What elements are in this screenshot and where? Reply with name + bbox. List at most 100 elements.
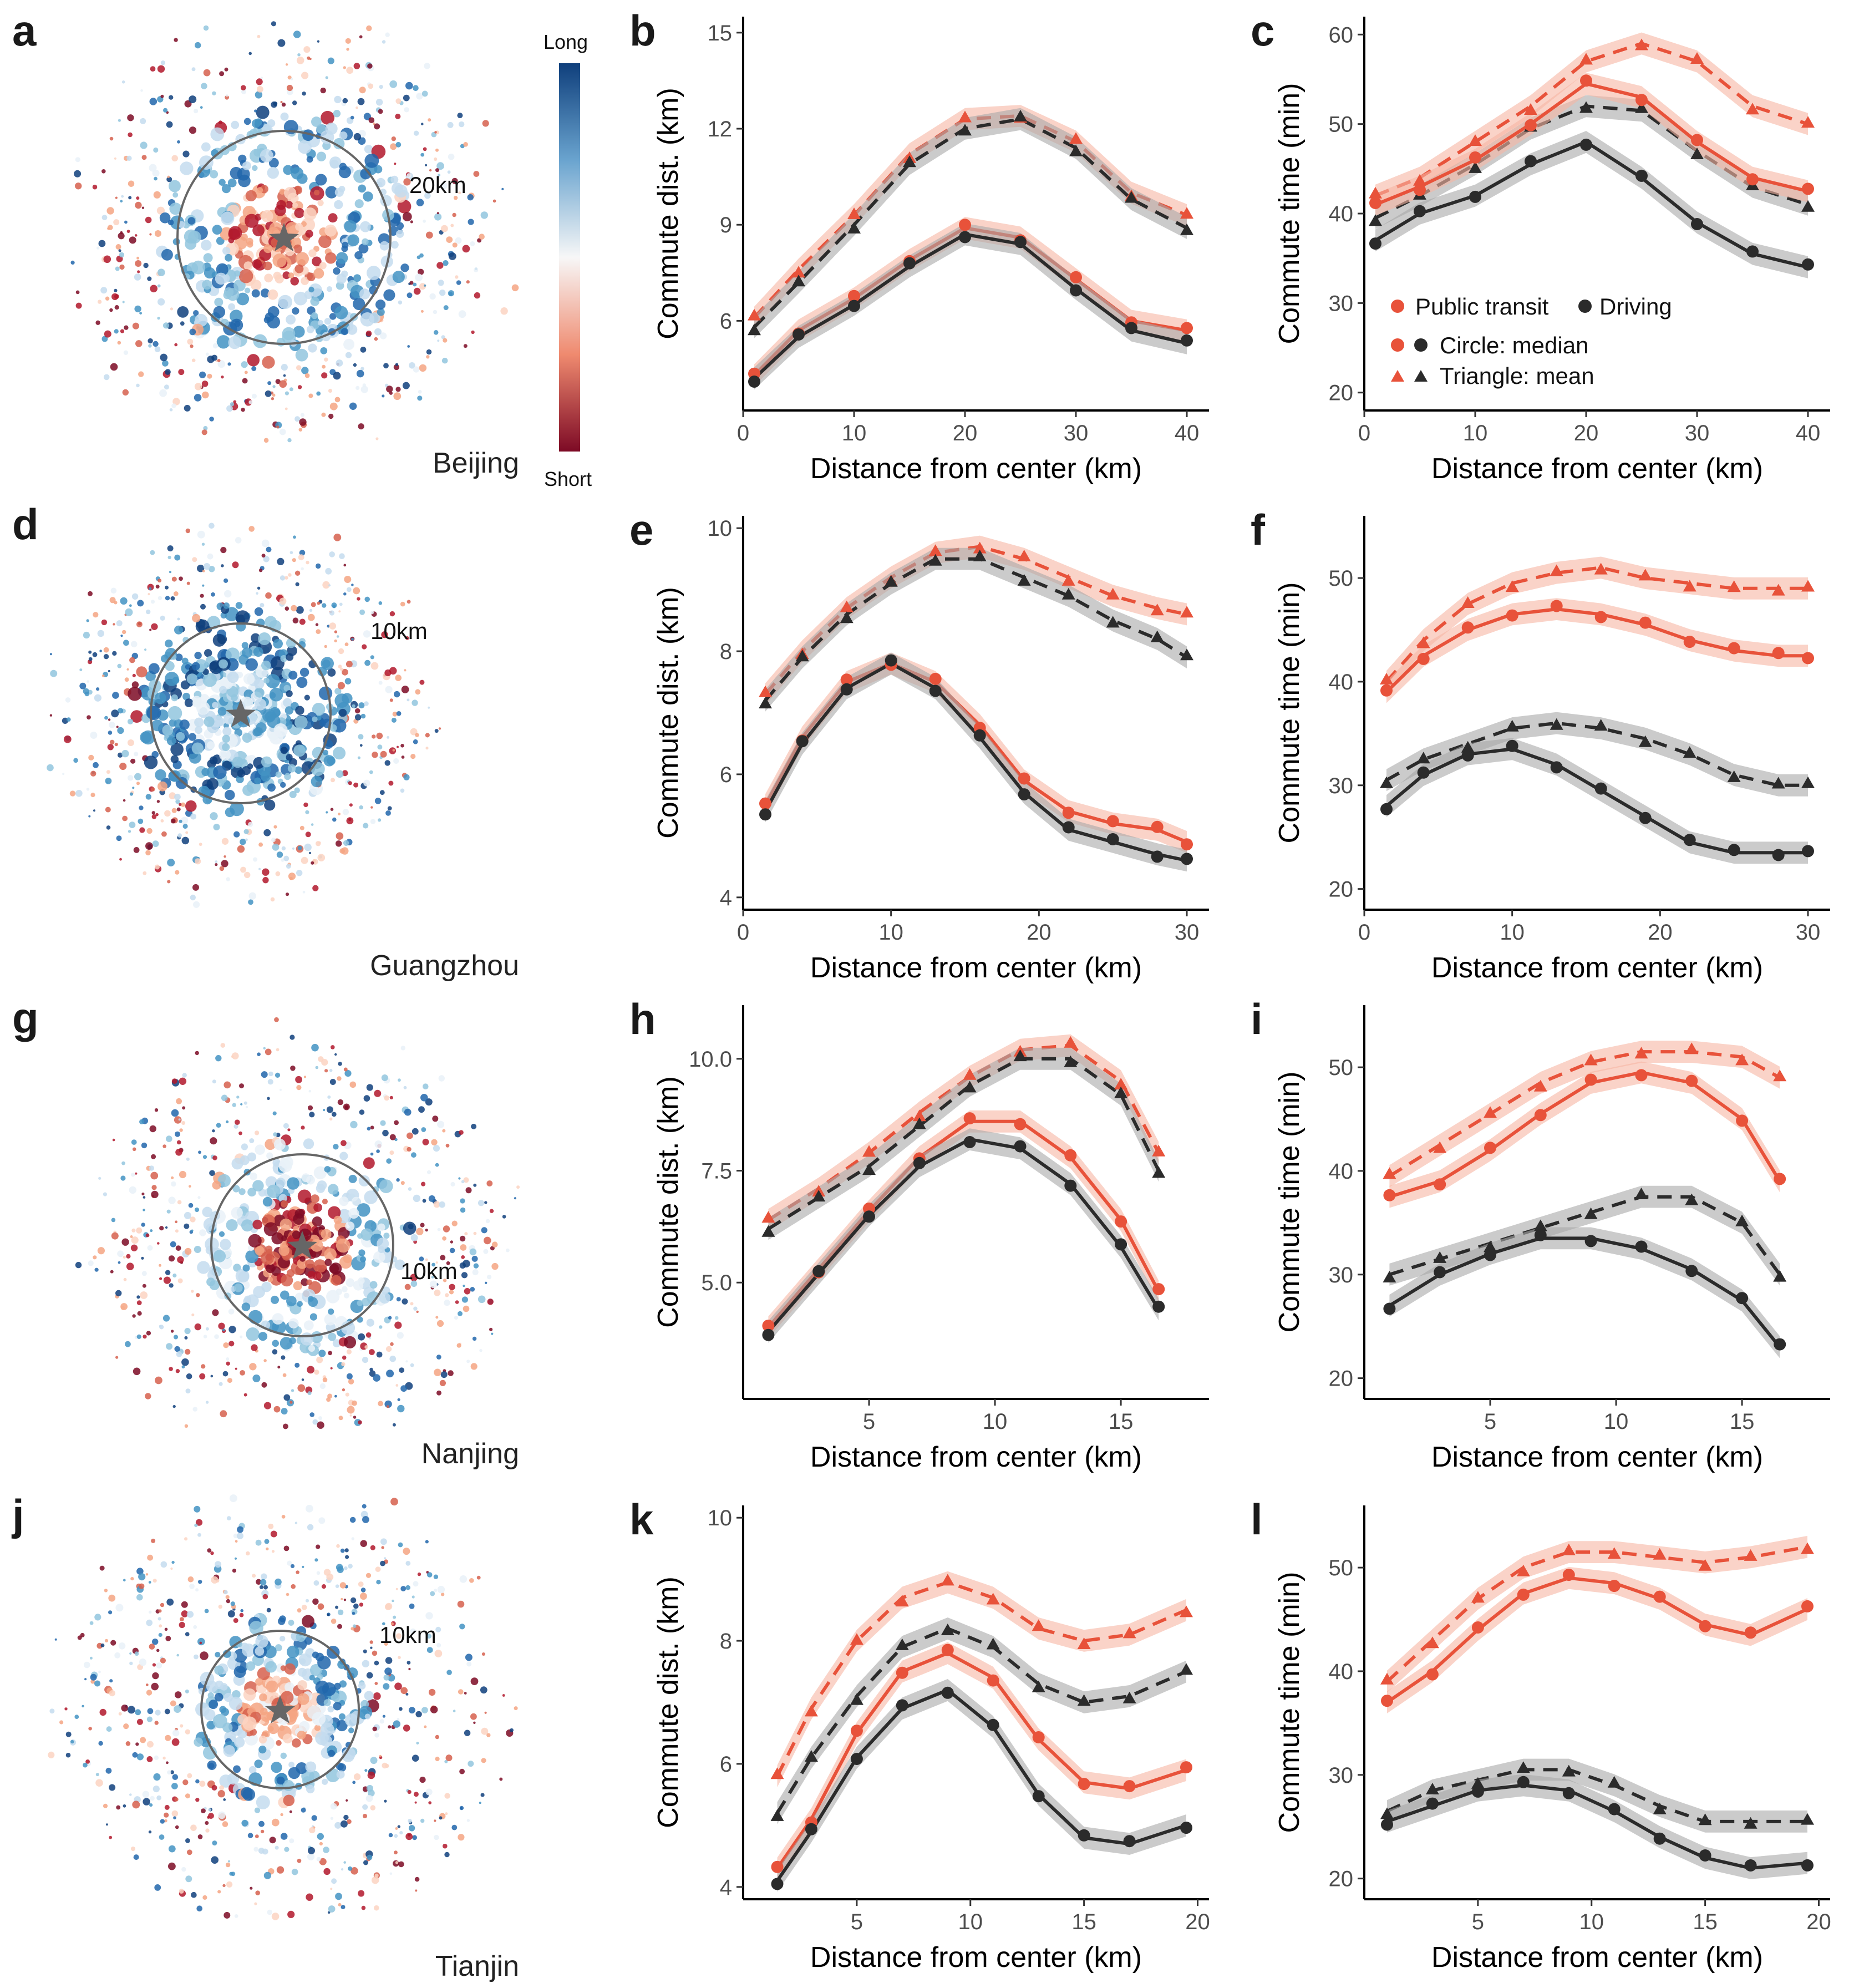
commute-dot — [481, 1727, 489, 1735]
commute-dot — [337, 1609, 344, 1615]
commute-dot — [172, 192, 179, 198]
commute-dot — [248, 400, 253, 404]
commute-dot — [201, 768, 210, 777]
commute-dot — [207, 759, 216, 769]
commute-dot — [159, 212, 171, 224]
commute-dot — [307, 1853, 315, 1860]
commute-dot — [319, 262, 327, 270]
commute-dot — [167, 219, 174, 226]
commute-dot — [293, 326, 305, 338]
commute-dot — [464, 1692, 467, 1695]
commute-dot — [166, 1598, 174, 1606]
commute-dot — [293, 535, 296, 539]
commute-dot — [259, 1693, 267, 1702]
commute-dot — [267, 315, 281, 329]
commute-dot — [279, 189, 286, 195]
commute-dot — [359, 609, 365, 615]
commute-dot — [301, 1173, 311, 1183]
commute-dot — [212, 91, 216, 95]
commute-dot — [407, 1790, 412, 1794]
commute-dot — [129, 657, 135, 663]
commute-dot — [383, 363, 389, 369]
commute-dot — [289, 1810, 292, 1813]
commute-dot — [97, 1247, 105, 1255]
commute-dot — [511, 284, 519, 292]
commute-dot — [434, 213, 442, 221]
commute-dot — [297, 1301, 303, 1307]
commute-dot — [346, 67, 354, 74]
commute-dot — [150, 66, 156, 72]
commute-dot — [212, 343, 219, 349]
commute-dot — [48, 1751, 55, 1758]
commute-dot — [379, 1754, 382, 1757]
commute-dot — [263, 1402, 272, 1409]
commute-dot — [312, 885, 319, 891]
commute-dot — [320, 87, 326, 94]
commute-dot — [360, 1256, 366, 1262]
commute-dot — [126, 1254, 131, 1259]
panel-letter: c — [1251, 6, 1274, 55]
commute-dot — [270, 897, 275, 902]
commute-dot — [290, 277, 299, 286]
commute-dot — [338, 813, 341, 815]
commute-dot — [230, 402, 235, 407]
commute-dot — [465, 1654, 473, 1661]
commute-dot — [233, 1264, 241, 1272]
commute-dot — [297, 1731, 306, 1740]
commute-dot — [166, 736, 176, 746]
commute-dot — [312, 703, 326, 716]
commute-dot — [75, 302, 82, 309]
commute-dot — [149, 233, 152, 236]
commute-dot — [142, 1791, 150, 1798]
data-point — [1381, 1818, 1393, 1831]
commute-dot — [480, 1686, 487, 1694]
commute-dot — [338, 1903, 342, 1906]
data-point — [928, 544, 942, 556]
commute-dot — [204, 649, 212, 657]
commute-dot — [290, 1066, 296, 1071]
commute-dot — [175, 1149, 182, 1156]
commute-dot — [307, 613, 315, 621]
commute-dot — [93, 762, 99, 768]
commute-dot — [129, 1186, 136, 1194]
commute-dot — [385, 1346, 392, 1352]
commute-dot — [301, 367, 309, 374]
commute-dot — [377, 308, 385, 316]
commute-dot — [160, 353, 168, 362]
commute-dot — [337, 1076, 342, 1081]
commute-dot — [397, 746, 399, 748]
commute-dot — [230, 318, 243, 332]
commute-dot — [152, 1672, 159, 1680]
commute-dot — [79, 682, 87, 689]
commute-dot — [140, 89, 143, 92]
commute-dot — [275, 1578, 282, 1586]
commute-dot — [114, 601, 118, 605]
commute-dot — [276, 851, 283, 858]
commute-dot — [145, 1393, 151, 1399]
commute-dot — [231, 694, 238, 702]
commute-dot — [321, 657, 334, 670]
commute-dot — [248, 526, 255, 532]
data-point — [1517, 1588, 1530, 1601]
commute-dot — [344, 1070, 352, 1077]
data-point — [770, 1809, 784, 1821]
commute-dot — [184, 1424, 189, 1428]
commute-dot — [121, 1705, 128, 1712]
commute-dot — [275, 379, 281, 384]
data-point — [1801, 1542, 1814, 1554]
data-point — [848, 300, 860, 312]
data-point — [1469, 190, 1481, 203]
commute-dot — [492, 199, 496, 203]
commute-dot — [338, 1713, 346, 1720]
commute-dot — [379, 1292, 390, 1304]
commute-dot — [242, 161, 251, 170]
commute-dot — [182, 1073, 187, 1078]
commute-dot — [257, 1052, 261, 1056]
commute-dot — [146, 1331, 151, 1336]
commute-dot — [418, 389, 422, 394]
commute-dot — [456, 280, 461, 285]
commute-dot — [131, 1847, 135, 1851]
commute-dot — [400, 1687, 408, 1695]
commute-dot — [226, 1120, 229, 1124]
data-point — [1106, 616, 1120, 628]
